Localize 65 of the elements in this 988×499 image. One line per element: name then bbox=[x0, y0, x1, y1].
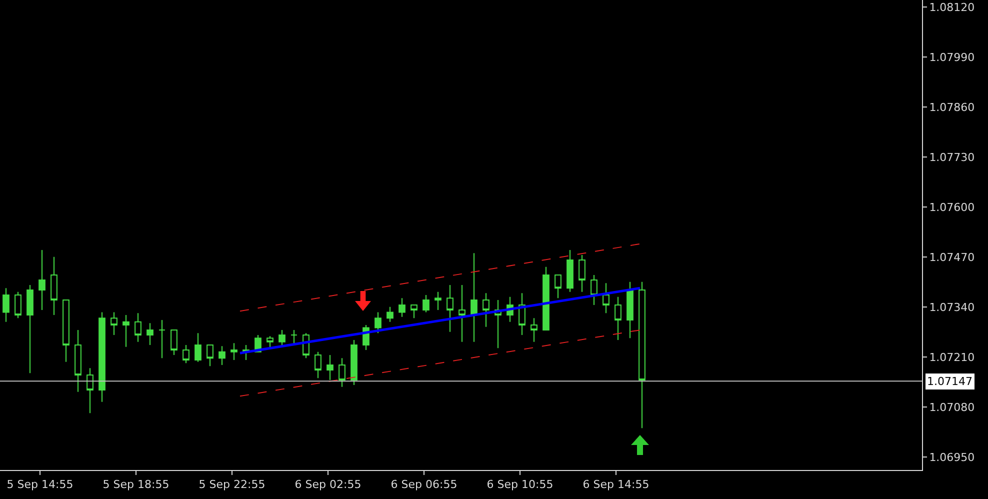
candlestick bbox=[470, 252, 478, 342]
candlestick bbox=[2, 288, 10, 322]
y-tick-label: 1.06950 bbox=[929, 450, 975, 464]
candlestick bbox=[338, 358, 346, 388]
candlestick bbox=[266, 336, 274, 349]
candlestick bbox=[578, 254, 586, 292]
candlestick bbox=[62, 300, 70, 362]
candlestick bbox=[218, 346, 226, 366]
candlestick bbox=[194, 332, 202, 362]
x-tick-label: 6 Sep 10:55 bbox=[486, 478, 554, 492]
candlestick bbox=[206, 344, 214, 367]
candlestick bbox=[326, 354, 334, 380]
ref-line-label: 1.07147 bbox=[927, 375, 972, 388]
candlestick bbox=[458, 284, 466, 342]
candlestick bbox=[134, 312, 142, 342]
candlestick bbox=[158, 320, 166, 359]
y-tick-label: 1.07210 bbox=[929, 350, 975, 364]
y-tick-label: 1.07860 bbox=[929, 100, 975, 114]
candlestick bbox=[614, 296, 622, 340]
candlestick bbox=[74, 330, 82, 392]
candlestick bbox=[374, 312, 382, 334]
y-tick-label: 1.07990 bbox=[929, 50, 975, 64]
candlestick bbox=[86, 368, 94, 414]
candlestick bbox=[398, 298, 406, 318]
candlestick bbox=[38, 250, 46, 310]
candlestick bbox=[26, 284, 34, 374]
candlestick bbox=[98, 312, 106, 402]
candlestick bbox=[638, 281, 646, 429]
candlestick bbox=[530, 318, 538, 342]
y-tick-label: 1.07730 bbox=[929, 150, 975, 164]
candlestick bbox=[446, 284, 454, 332]
candlestick bbox=[182, 344, 190, 364]
candlestick bbox=[314, 351, 322, 379]
x-tick-label: 5 Sep 14:55 bbox=[6, 478, 74, 492]
candlestick bbox=[350, 340, 358, 386]
y-tick-label: 1.07340 bbox=[929, 300, 975, 314]
candlestick bbox=[386, 306, 394, 322]
candlestick bbox=[170, 330, 178, 356]
candlestick bbox=[14, 291, 22, 319]
x-tick-label: 6 Sep 06:55 bbox=[390, 478, 458, 492]
candlestick bbox=[434, 291, 442, 310]
candlestick bbox=[626, 281, 634, 339]
candlestick bbox=[230, 342, 238, 360]
y-tick-label: 1.07600 bbox=[929, 200, 975, 214]
candlestick bbox=[602, 282, 610, 314]
x-tick-label: 6 Sep 14:55 bbox=[582, 478, 650, 492]
candlestick bbox=[146, 322, 154, 346]
x-tick-label: 5 Sep 22:55 bbox=[198, 478, 266, 492]
x-tick-label: 5 Sep 18:55 bbox=[102, 478, 170, 492]
candlestick bbox=[410, 304, 418, 319]
candlestick bbox=[590, 274, 598, 306]
candlestick bbox=[110, 312, 118, 336]
candlestick bbox=[422, 294, 430, 313]
candlestick bbox=[554, 274, 562, 299]
y-tick-label: 1.07080 bbox=[929, 400, 975, 414]
candlestick bbox=[278, 330, 286, 346]
x-tick-label: 6 Sep 02:55 bbox=[294, 478, 362, 492]
candlestick bbox=[50, 256, 58, 316]
candlestick bbox=[122, 314, 130, 348]
candlestick bbox=[482, 292, 490, 328]
candlestick bbox=[290, 330, 298, 346]
candlestick bbox=[566, 250, 574, 292]
y-tick-label: 1.08120 bbox=[929, 0, 975, 14]
y-tick-label: 1.07470 bbox=[929, 250, 975, 264]
candlestick bbox=[542, 266, 550, 330]
